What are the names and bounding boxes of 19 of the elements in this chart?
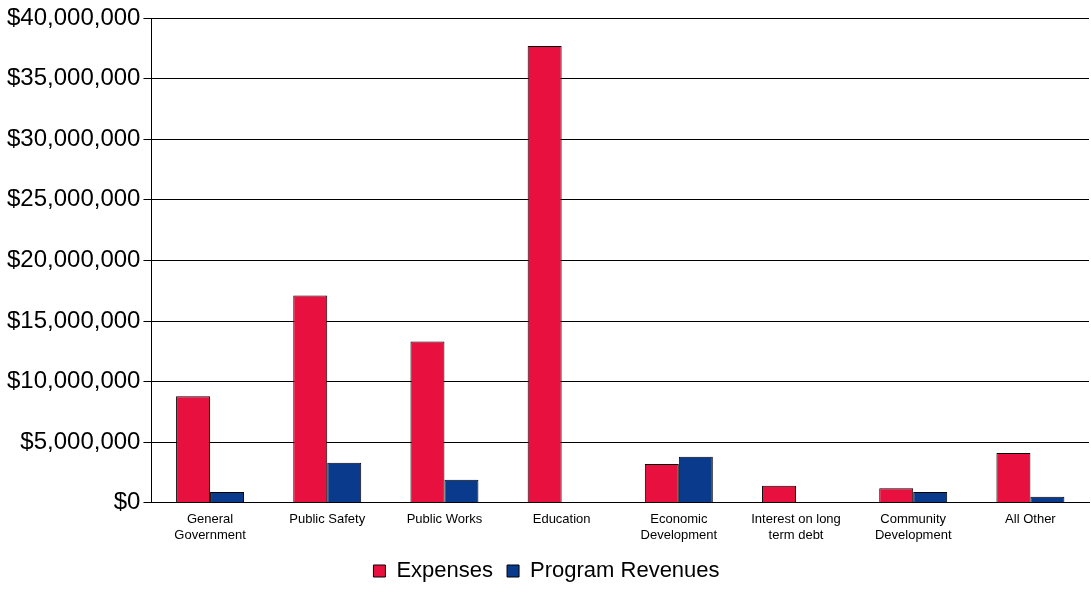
y-tick-label: $40,000,000 [7,2,141,30]
x-tick-label: All Other [1005,511,1057,527]
x-tick-label: Public Works [406,511,483,527]
legend-label: Program Revenues [530,557,720,583]
x-tick-label: General Government [174,511,247,542]
y-tick-label: $25,000,000 [7,184,141,212]
y-tick-label: $20,000,000 [7,245,141,273]
y-tick-label: $10,000,000 [7,366,141,394]
x-tick-label: Interest on long term debt [751,511,841,542]
y-tick-label: $35,000,000 [7,63,141,91]
y-tick-label: $5,000,000 [20,426,141,454]
x-tick-label: Public Safety [289,511,366,527]
y-tick-label: $0 [113,487,141,515]
x-tick-label: Education [532,511,591,527]
x-tick-label: Community Development [874,511,952,542]
y-tick-label: $30,000,000 [7,123,141,151]
x-tick-label: Economic Development [640,511,718,542]
legend-label: Expenses [396,557,494,583]
y-tick-label: $15,000,000 [7,305,141,333]
